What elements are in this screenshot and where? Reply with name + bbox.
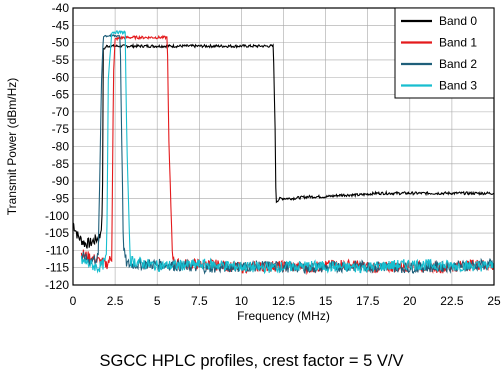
y-tick-label: -65 — [52, 88, 70, 102]
y-tick-label: -45 — [52, 18, 70, 32]
y-tick-label: -50 — [52, 36, 70, 50]
y-tick-label: -105 — [45, 226, 69, 240]
x-tick-label: 15 — [319, 294, 333, 308]
y-tick-label: -80 — [52, 140, 70, 154]
y-tick-label: -115 — [46, 261, 69, 275]
y-tick-label: -120 — [45, 278, 69, 292]
x-tick-label: 10 — [235, 294, 249, 308]
x-tick-label: 7.5 — [191, 294, 208, 308]
series-lines — [72, 30, 495, 276]
y-tick-label: -100 — [45, 209, 69, 223]
x-tick-labels: 0 2.5 5 7.5 10 12.5 15 17.5 20 22.5 25 — [70, 294, 501, 308]
legend-label: Band 2 — [439, 57, 477, 71]
series-line-band-3 — [80, 30, 495, 275]
chart-caption: SGCC HPLC profiles, crest factor = 5 V/V — [99, 352, 404, 370]
legend-label: Band 1 — [439, 36, 477, 50]
legend-label: Band 3 — [439, 79, 477, 93]
x-tick-label: 12.5 — [272, 294, 296, 308]
y-tick-label: -55 — [52, 53, 70, 67]
plot-frame — [72, 7, 495, 286]
y-tick-labels: -40 -45 -50 -55 -60 -65 -70 -75 -80 -85 -90 -95 -100… — [45, 1, 69, 292]
transmit-power-chart: 0 2.5 5 7.5 10 12.5 15 17.5 20 22.5 25 -40 -45 -50 -5… — [5, 1, 501, 323]
x-tick-label: 2.5 — [107, 294, 124, 308]
x-axis-label: Frequency (MHz) — [237, 309, 330, 323]
x-tick-label: 0 — [70, 294, 77, 308]
y-tick-label: -85 — [52, 157, 70, 171]
legend: Band 0 Band 1 Band 2 Band 3 — [394, 7, 495, 99]
y-tick-label: -90 — [52, 174, 70, 188]
x-tick-label: 25 — [487, 294, 501, 308]
y-tick-label: -75 — [52, 122, 70, 136]
x-tick-label: 5 — [154, 294, 161, 308]
y-tick-label: -60 — [52, 70, 70, 84]
y-tick-label: -95 — [52, 191, 70, 205]
y-tick-label: -110 — [46, 243, 69, 257]
legend-box — [394, 7, 495, 99]
y-axis-label: Transmit Power (dBm/Hz) — [5, 78, 19, 216]
legend-label: Band 0 — [439, 14, 477, 28]
y-tick-label: -70 — [52, 105, 70, 119]
series-line-band-0 — [72, 42, 495, 249]
x-tick-label: 20 — [403, 294, 417, 308]
x-tick-label: 22.5 — [440, 294, 464, 308]
x-tick-label: 17.5 — [356, 294, 380, 308]
y-tick-label: -40 — [52, 1, 70, 15]
